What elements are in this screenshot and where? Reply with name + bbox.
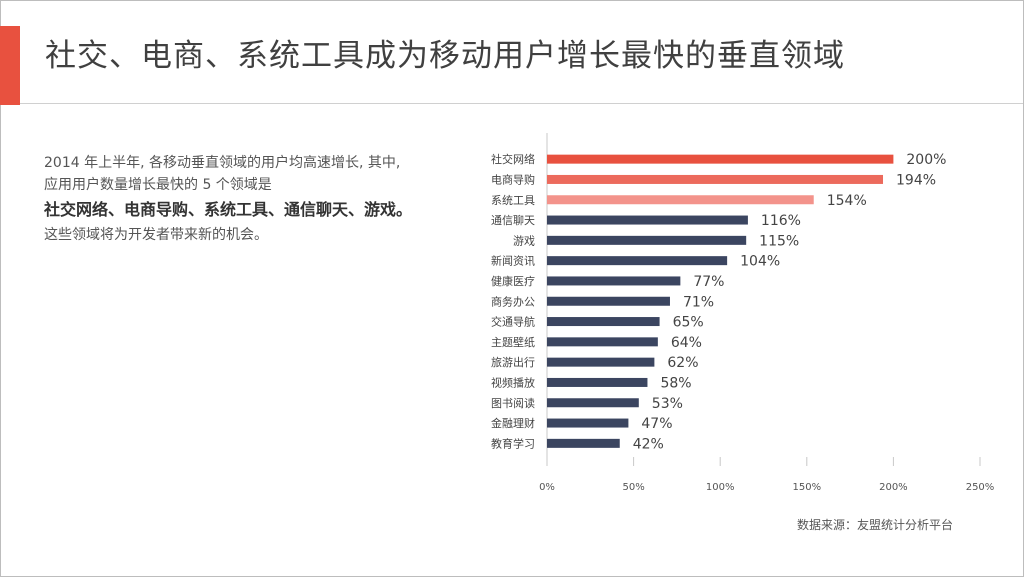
bar-5 — [547, 256, 728, 266]
title-accent-bar — [0, 26, 20, 105]
bar-2 — [547, 195, 814, 205]
value-label: 62% — [667, 355, 698, 371]
category-label: 教育学习 — [491, 436, 535, 450]
x-tick-label: 50% — [622, 482, 644, 493]
description-line-2: 应用用户数量增长最快的 5 个领域是 — [44, 177, 272, 193]
value-label: 77% — [693, 274, 724, 290]
category-label: 新闻资讯 — [491, 254, 535, 268]
x-tick-label: 250% — [966, 482, 995, 493]
title-divider — [20, 103, 1023, 104]
value-label: 65% — [673, 315, 704, 331]
category-label: 交通导航 — [491, 315, 535, 329]
x-tick-label: 150% — [793, 482, 822, 493]
value-label: 200% — [906, 152, 946, 168]
x-tick-label: 0% — [539, 482, 555, 493]
category-label: 主题壁纸 — [491, 335, 535, 349]
bar-1 — [547, 174, 884, 184]
value-label: 53% — [652, 396, 683, 412]
bar-11 — [547, 377, 648, 387]
category-label: 电商导购 — [491, 172, 535, 186]
bar-0 — [547, 154, 894, 164]
description-highlight: 社交网络、电商导购、系统工具、通信聊天、游戏。 — [44, 200, 413, 219]
category-label: 旅游出行 — [491, 355, 535, 369]
bar-9 — [547, 337, 658, 347]
page-title: 社交、电商、系统工具成为移动用户增长最快的垂直领域 — [45, 38, 845, 74]
bar-6 — [547, 276, 681, 286]
bar-10 — [547, 357, 655, 367]
x-tick-label: 100% — [706, 482, 735, 493]
category-label: 社交网络 — [491, 152, 535, 166]
value-label: 42% — [633, 436, 664, 452]
bar-14 — [547, 438, 620, 448]
category-label: 通信聊天 — [491, 213, 535, 227]
category-label: 金融理财 — [491, 416, 535, 430]
data-source: 数据来源：友盟统计分析平台 — [797, 518, 954, 532]
category-label: 商务办公 — [491, 294, 535, 308]
bar-3 — [547, 215, 748, 225]
value-label: 115% — [759, 233, 799, 249]
category-label: 系统工具 — [491, 194, 535, 207]
description-block: 2014 年上半年, 各移动垂直领域的用户均高速增长, 其中, 应用用户数量增长… — [44, 152, 464, 246]
description-line-1: 2014 年上半年, 各移动垂直领域的用户均高速增长, 其中, — [44, 155, 401, 171]
description-line-3: 这些领域将为开发者带来新的机会。 — [44, 227, 268, 243]
category-label: 健康医疗 — [491, 274, 535, 288]
category-label: 视频播放 — [491, 375, 535, 389]
bar-8 — [547, 317, 660, 327]
value-label: 154% — [827, 193, 867, 209]
value-label: 47% — [641, 416, 672, 432]
value-label: 104% — [740, 254, 780, 270]
bar-13 — [547, 418, 629, 428]
value-label: 58% — [660, 375, 691, 391]
value-label: 116% — [761, 213, 801, 229]
value-label: 71% — [683, 294, 714, 310]
bar-12 — [547, 398, 639, 408]
bar-4 — [547, 235, 747, 245]
value-label: 194% — [896, 172, 936, 188]
category-label: 图书阅读 — [491, 396, 535, 410]
category-label: 游戏 — [513, 234, 535, 247]
value-label: 64% — [671, 335, 702, 351]
x-tick-label: 200% — [879, 482, 908, 493]
bar-7 — [547, 296, 670, 306]
